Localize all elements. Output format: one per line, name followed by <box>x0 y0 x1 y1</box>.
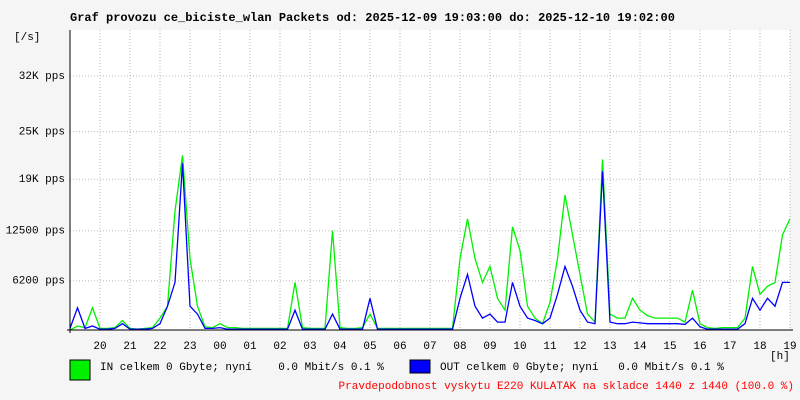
x-tick-label: 02 <box>273 341 286 353</box>
lines <box>69 155 791 331</box>
series-line <box>69 163 790 330</box>
x-tick-label: 23 <box>183 341 196 353</box>
x-tick-label: 13 <box>603 341 616 353</box>
legend-label: OUT celkem 0 Gbyte; nyní 0.0 Mbit/s 0.1 … <box>440 362 724 374</box>
legend-swatch <box>409 359 431 374</box>
x-tick-label: 06 <box>393 341 406 353</box>
series-line <box>69 155 791 331</box>
x-tick-label: 08 <box>453 341 466 353</box>
note: Pravdepodobnost vyskytu E220 KULATAK na … <box>339 381 794 393</box>
x-tick-label: 11 <box>543 341 557 353</box>
x-tick-label: 12 <box>573 341 586 353</box>
x-tick-label: 20 <box>93 341 106 353</box>
y-axis-label: [/s] <box>14 32 40 44</box>
y-tick-label: 25K pps <box>19 126 65 138</box>
x-tick-label: 19 <box>783 341 796 353</box>
x-tick-label: 07 <box>423 341 436 353</box>
grid <box>70 30 791 330</box>
x-tick-label: 05 <box>363 341 376 353</box>
x-tick-label: 17 <box>723 341 736 353</box>
y-tick-label: 6200 pps <box>12 276 65 288</box>
y-tick-label: 19K pps <box>19 174 65 186</box>
x-tick-label: 14 <box>633 341 647 353</box>
x-tick-label: 15 <box>663 341 676 353</box>
x-axis-label: [h] <box>770 351 790 363</box>
y-tick-label: 12500 pps <box>6 226 65 238</box>
y-tick-label: 32K pps <box>19 71 65 83</box>
chart-title: Graf provozu ce_biciste_wlan Packets od:… <box>70 11 675 25</box>
x-tick-label: 21 <box>123 341 137 353</box>
x-tick-label: 18 <box>753 341 766 353</box>
x-tick-label: 16 <box>693 341 706 353</box>
legend-label: IN celkem 0 Gbyte; nyní 0.0 Mbit/s 0.1 % <box>100 362 384 374</box>
x-tick-label: 10 <box>513 341 526 353</box>
x-tick-label: 04 <box>333 341 347 353</box>
x-tick-label: 22 <box>153 341 166 353</box>
x-tick-label: 09 <box>483 341 496 353</box>
legend-swatch <box>69 359 91 381</box>
x-tick-label: 01 <box>243 341 257 353</box>
x-tick-label: 03 <box>303 341 316 353</box>
x-tick-label: 00 <box>213 341 226 353</box>
